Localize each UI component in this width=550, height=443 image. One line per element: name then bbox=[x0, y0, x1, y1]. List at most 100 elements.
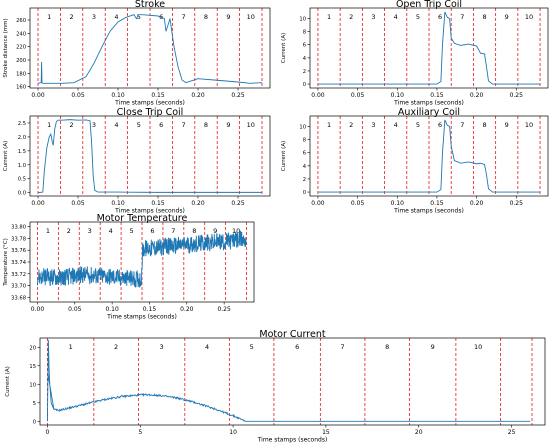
segment-label: 9 bbox=[213, 227, 217, 235]
segment-label: 10 bbox=[474, 343, 482, 351]
segment-label: 10 bbox=[247, 121, 255, 129]
x-tick-label: 0.00 bbox=[311, 92, 325, 99]
x-tick-label: 0.10 bbox=[105, 306, 119, 313]
segment-label: 8 bbox=[482, 121, 486, 129]
y-tick-label: 2 bbox=[303, 69, 306, 75]
x-axis-label: Time stamps (seconds) bbox=[393, 208, 464, 215]
segment-label: 10 bbox=[247, 13, 255, 21]
segment-label: 3 bbox=[371, 13, 375, 21]
segment-label: 8 bbox=[385, 343, 389, 351]
segment-label: 1 bbox=[69, 343, 73, 351]
y-tick-label: 180 bbox=[16, 71, 26, 77]
y-tick-label: 33.72 bbox=[11, 272, 26, 278]
x-axis-label: Time stamps (seconds) bbox=[106, 314, 177, 321]
segment-label: 2 bbox=[67, 227, 71, 235]
x-tick-label: 20 bbox=[415, 429, 423, 436]
y-tick-label: 33.68 bbox=[11, 295, 26, 301]
chart-title: Close Trip Coil bbox=[117, 107, 184, 118]
x-tick-label: 0.10 bbox=[111, 92, 125, 99]
x-tick-label: 0.20 bbox=[191, 92, 205, 99]
segment-label: 4 bbox=[109, 227, 113, 235]
x-tick-label: 0.10 bbox=[391, 92, 405, 99]
x-tick-label: 0.20 bbox=[470, 92, 484, 99]
y-tick-label: 6 bbox=[303, 151, 306, 157]
x-tick-label: 0.25 bbox=[510, 92, 524, 99]
segment-label: 4 bbox=[394, 121, 398, 129]
segment-label: 1 bbox=[46, 227, 50, 235]
y-tick-label: 2.5 bbox=[18, 121, 26, 127]
series-line bbox=[37, 230, 247, 288]
x-tick-label: 0.25 bbox=[510, 200, 524, 207]
series-line bbox=[317, 119, 541, 193]
x-tick-label: 0.20 bbox=[180, 306, 194, 313]
segment-label: 5 bbox=[250, 343, 254, 351]
segment-label: 6 bbox=[295, 343, 299, 351]
y-tick-label: 0 bbox=[303, 190, 306, 196]
y-tick-label: 33.70 bbox=[11, 284, 26, 290]
segment-label: 3 bbox=[88, 227, 92, 235]
segment-label: 4 bbox=[205, 343, 209, 351]
segment-label: 5 bbox=[129, 227, 133, 235]
y-tick-label: 4 bbox=[303, 56, 307, 62]
segment-label: 2 bbox=[70, 121, 74, 129]
segment-label: 4 bbox=[394, 13, 398, 21]
segment-label: 7 bbox=[182, 121, 186, 129]
y-tick-label: 0 bbox=[303, 82, 306, 88]
segment-label: 8 bbox=[204, 13, 208, 21]
y-axis-label: Current (A) bbox=[281, 33, 287, 63]
segment-label: 3 bbox=[92, 13, 96, 21]
plot-frame bbox=[29, 7, 271, 89]
segment-label: 7 bbox=[182, 13, 186, 21]
x-axis-label: Time stamps (seconds) bbox=[114, 100, 185, 107]
y-tick-label: 240 bbox=[16, 31, 26, 37]
x-tick-label: 0.20 bbox=[470, 200, 484, 207]
y-tick-label: 33.78 bbox=[11, 236, 26, 242]
segment-label: 7 bbox=[460, 13, 464, 21]
segment-label: 4 bbox=[114, 121, 118, 129]
x-tick-label: 0 bbox=[46, 429, 50, 436]
y-tick-label: 33.74 bbox=[11, 260, 27, 266]
y-tick-label: 2 bbox=[303, 177, 306, 183]
y-axis-label: Current (A) bbox=[5, 366, 11, 396]
x-tick-label: 0.15 bbox=[151, 200, 165, 207]
x-axis-label: Time stamps (seconds) bbox=[114, 208, 185, 215]
segment-label: 9 bbox=[226, 13, 230, 21]
segment-label: 6 bbox=[159, 121, 163, 129]
chart-title: Auxiliary Coil bbox=[398, 107, 460, 118]
x-tick-label: 0.25 bbox=[231, 200, 245, 207]
motor-current-chart: Motor Current 1 2 3 4 5 6 7 8 9 10 0 5 10 15 20 25 0 5 10 15… bbox=[5, 329, 546, 443]
x-tick-label: 0.05 bbox=[351, 92, 365, 99]
y-tick-label: 33.80 bbox=[11, 225, 26, 231]
y-axis-label: Current (A) bbox=[3, 141, 9, 171]
y-tick-label: 10 bbox=[299, 124, 306, 130]
segment-label: 1 bbox=[327, 13, 331, 21]
y-tick-label: 6 bbox=[303, 43, 306, 49]
series-line bbox=[46, 339, 531, 422]
chart-title: Stroke bbox=[135, 0, 165, 10]
x-tick-label: 0.00 bbox=[311, 200, 325, 207]
x-tick-label: 0.00 bbox=[31, 92, 45, 99]
plot-frame bbox=[39, 337, 546, 426]
segment-label: 10 bbox=[232, 227, 240, 235]
segment-label: 1 bbox=[47, 121, 51, 129]
x-tick-label: 0.25 bbox=[231, 92, 245, 99]
segment-label: 6 bbox=[438, 13, 442, 21]
open-trip-coil-chart: Open Trip Coil 1 2 3 4 5 6 7 8 9 10 0.00 0.05 0.10 0.1… bbox=[281, 0, 549, 106]
x-tick-label: 25 bbox=[508, 429, 516, 436]
y-tick-label: 200 bbox=[16, 58, 26, 64]
chart-title: Motor Temperature bbox=[97, 213, 188, 224]
y-tick-label: 0.0 bbox=[18, 191, 26, 197]
y-tick-label: 8 bbox=[303, 30, 306, 36]
segment-label: 9 bbox=[505, 121, 509, 129]
y-tick-label: 4 bbox=[303, 164, 307, 170]
segment-label: 2 bbox=[114, 343, 118, 351]
y-axis-label: Stroke distance (mm) bbox=[3, 18, 9, 77]
x-tick-label: 0.15 bbox=[430, 200, 444, 207]
x-tick-label: 0.05 bbox=[71, 200, 85, 207]
y-tick-label: 10 bbox=[29, 382, 36, 388]
motor-temperature-chart: Motor Temperature 1 2 3 4 5 6 7 8 9 10 0.00 0.05 0.10… bbox=[3, 213, 255, 321]
y-tick-label: 5 bbox=[33, 401, 36, 407]
segment-label: 2 bbox=[349, 13, 353, 21]
segment-label: 7 bbox=[341, 343, 345, 351]
x-tick-label: 0.05 bbox=[71, 92, 85, 99]
